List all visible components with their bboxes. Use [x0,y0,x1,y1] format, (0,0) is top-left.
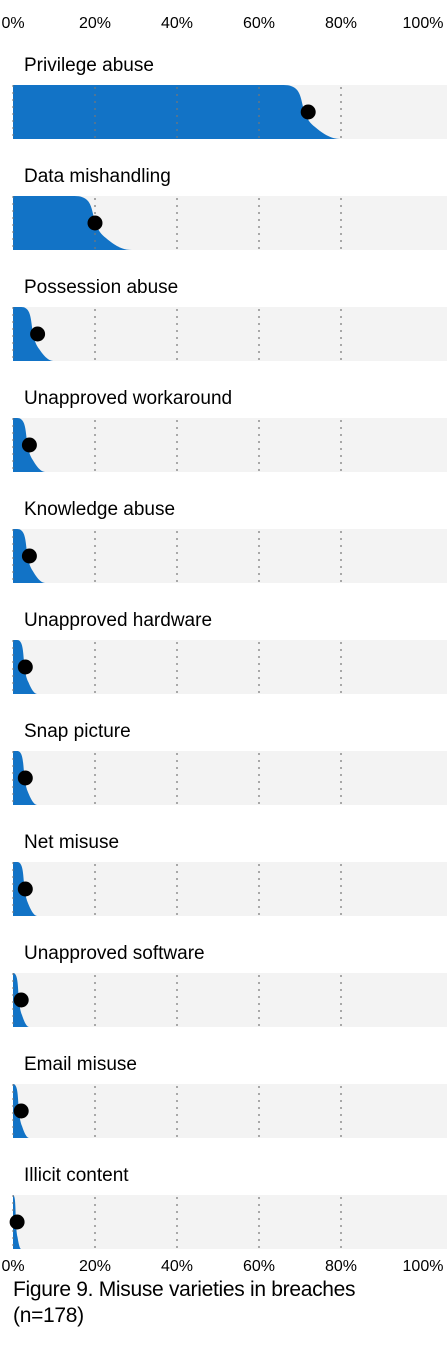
distribution-area [13,307,54,361]
row-net-misuse: Net misuse [12,832,447,916]
row-track [13,529,447,583]
row-label: Net misuse [24,832,119,853]
point-estimate [13,1103,29,1119]
row-illicit-content: Illicit content [9,1165,447,1249]
x-tick-label-bottom: 100% [403,1258,444,1275]
row-knowledge-abuse: Knowledge abuse [12,499,447,583]
row-unapproved-hardware: Unapproved hardware [12,610,447,694]
row-label: Email misuse [24,1054,137,1075]
distribution-area [13,973,30,1027]
distribution-area [13,418,46,472]
row-snap-picture: Snap picture [12,721,447,805]
x-tick-label-top: 80% [325,15,357,32]
x-tick-label-bottom: 20% [79,1258,111,1275]
row-track [13,973,447,1027]
point-estimate [13,992,29,1008]
row-unapproved-workaround: Unapproved workaround [12,388,447,472]
row-track [13,751,447,805]
row-label: Data mishandling [24,166,171,187]
x-tick-label-top: 20% [79,15,111,32]
row-privilege-abuse: Privilege abuse [12,55,447,139]
row-unapproved-software: Unapproved software [12,943,447,1027]
figure-caption: Figure 9. Misuse varieties in breaches (… [13,1277,433,1329]
distribution-area [13,1084,30,1138]
point-estimate [17,881,33,897]
misuse-varieties-chart: 0% 20% 40% 60% 80% 100% 0% 20% 40% 60% 80% 100% Priv… [1,15,447,1275]
point-estimate [21,548,37,564]
point-estimate [9,1214,25,1230]
distribution-area [13,862,38,916]
x-tick-label-bottom: 0% [1,1258,24,1275]
row-track [13,640,447,694]
distribution-area [13,751,38,805]
row-label: Knowledge abuse [24,499,175,520]
x-tick-label-bottom: 40% [161,1258,193,1275]
row-label: Possession abuse [24,277,178,298]
point-estimate [17,659,33,675]
point-estimate [30,326,46,342]
distribution-area [13,85,341,139]
row-label: Unapproved hardware [24,610,212,631]
x-tick-label-top: 60% [243,15,275,32]
distribution-area [13,640,38,694]
row-track [13,307,447,361]
distribution-area [13,1195,22,1249]
row-track [13,418,447,472]
chart-title: Figure 9. Misuse varieties in breaches [13,1278,356,1301]
x-tick-label-top: 40% [161,15,193,32]
row-label: Snap picture [24,721,131,742]
distribution-area [13,529,46,583]
row-label: Unapproved software [24,943,205,964]
x-tick-label-top: 100% [403,15,444,32]
point-estimate [300,104,316,120]
point-estimate [17,770,33,786]
row-label: Privilege abuse [24,55,154,76]
row-label: Unapproved workaround [24,388,232,409]
row-track [13,1195,447,1249]
point-estimate [21,437,37,453]
row-track [13,862,447,916]
chart-subtitle: (n=178) [13,1304,84,1327]
x-tick-label-top: 0% [1,15,24,32]
x-tick-label-bottom: 60% [243,1258,275,1275]
row-possession-abuse: Possession abuse [12,277,447,361]
x-tick-label-bottom: 80% [325,1258,357,1275]
row-track [13,1084,447,1138]
point-estimate [87,215,103,231]
row-data-mishandling: Data mishandling [12,166,447,250]
row-email-misuse: Email misuse [12,1054,447,1138]
row-label: Illicit content [24,1165,129,1186]
distribution-area [13,196,132,250]
